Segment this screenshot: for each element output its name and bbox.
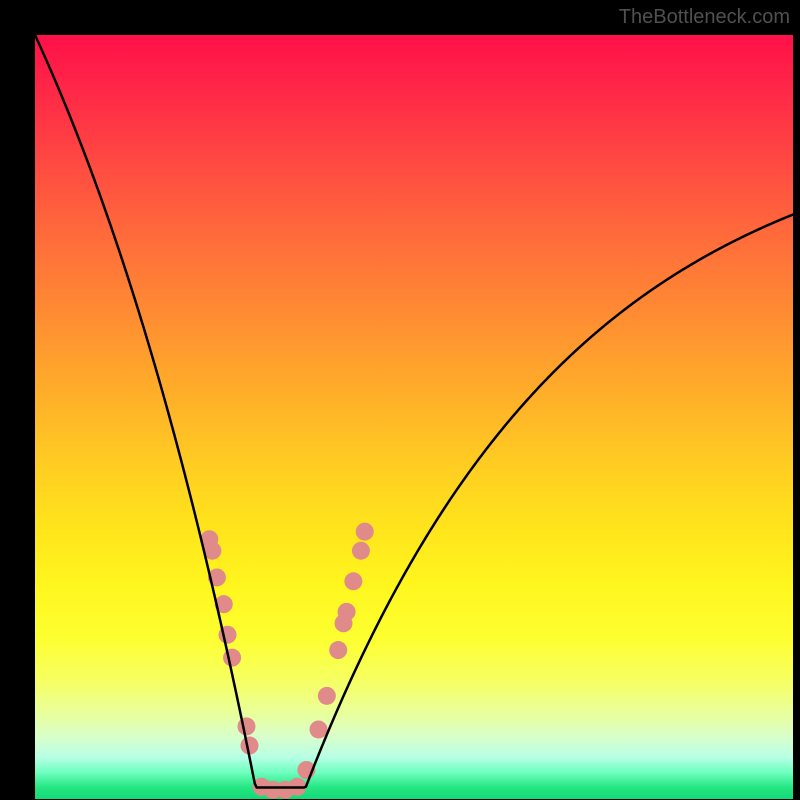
- data-marker: [352, 542, 370, 560]
- data-marker: [223, 649, 241, 667]
- data-marker: [344, 572, 362, 590]
- watermark-text: TheBottleneck.com: [619, 6, 790, 29]
- data-marker: [309, 720, 327, 738]
- plot-background: [35, 35, 793, 799]
- bottleneck-chart: [0, 0, 800, 800]
- data-marker: [338, 603, 356, 621]
- data-marker: [318, 687, 336, 705]
- data-marker: [356, 523, 374, 541]
- data-marker: [329, 641, 347, 659]
- data-marker: [237, 717, 255, 735]
